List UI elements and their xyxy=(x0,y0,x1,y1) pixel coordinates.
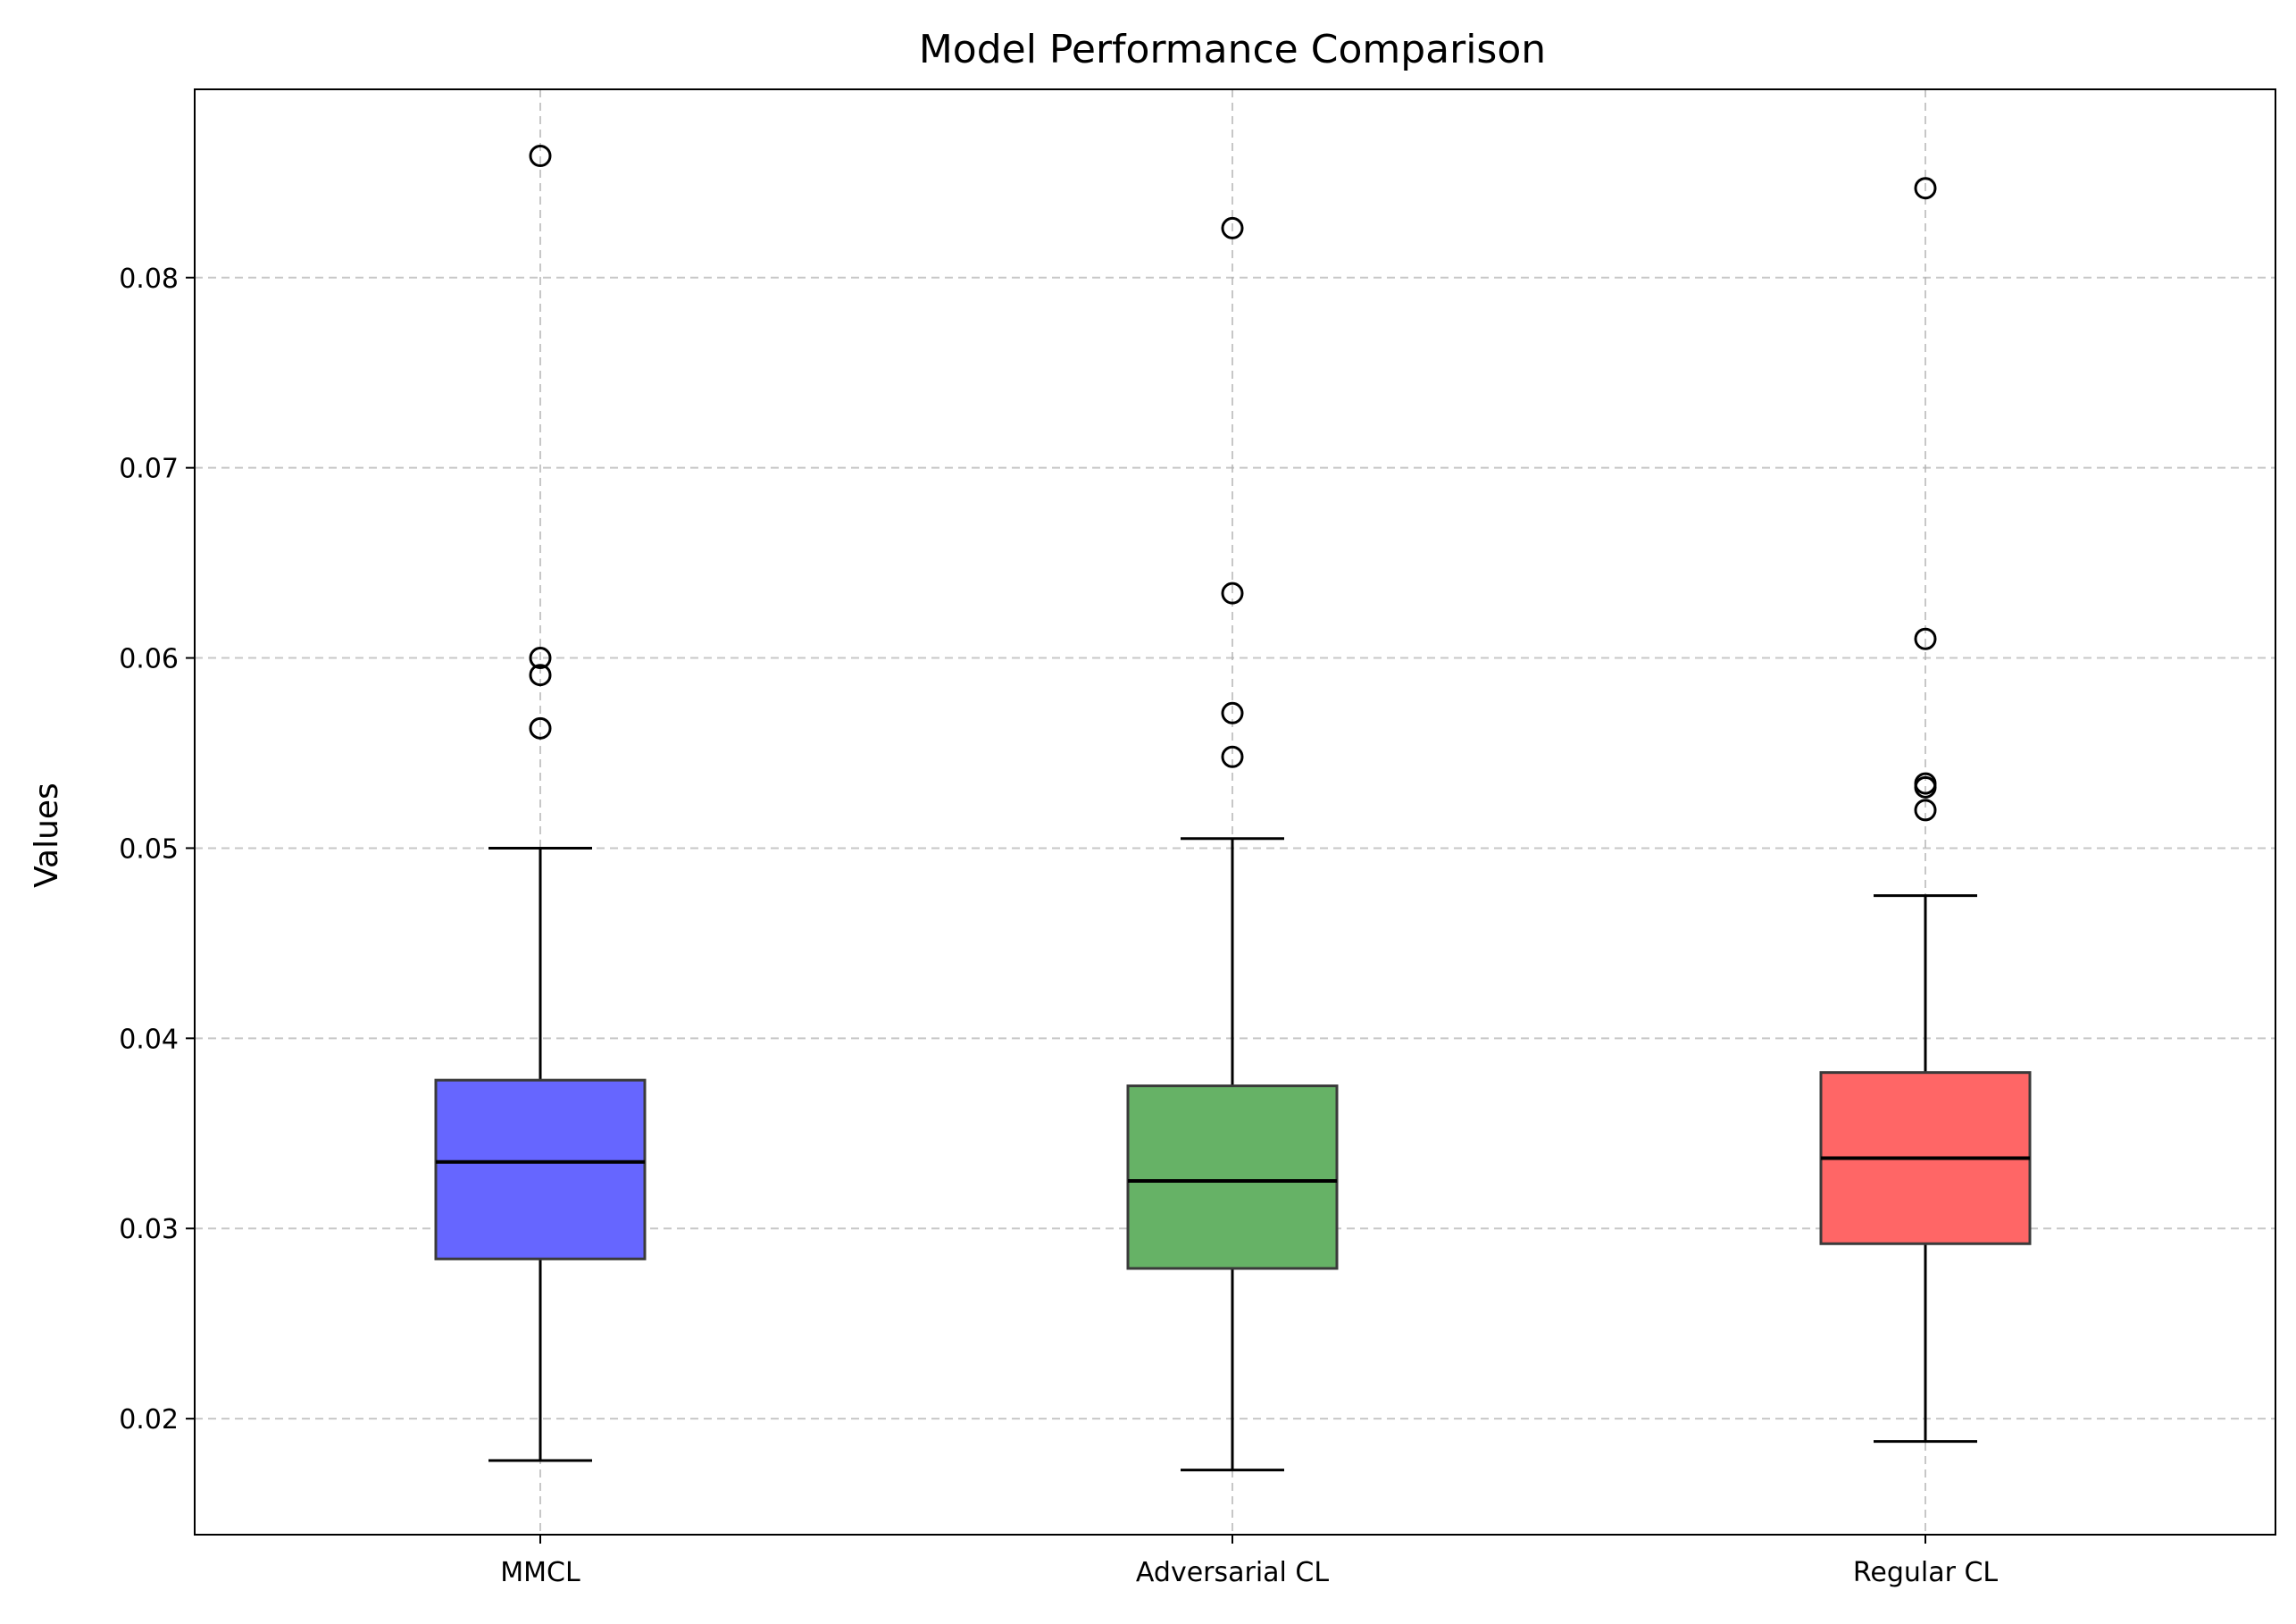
outlier-point xyxy=(1914,177,1937,200)
chart-title: Model Performance Comparison xyxy=(919,27,1546,72)
outlier-point xyxy=(529,145,552,168)
y-tick-label: 0.05 xyxy=(119,833,179,865)
outlier-point xyxy=(1221,701,1244,724)
boxes-layer xyxy=(434,145,2032,1472)
outlier-point xyxy=(1914,627,1937,650)
outlier-point xyxy=(1221,745,1244,768)
axes-layer: 0.02 0.03 0.04 0.05 0.06 0.07 0.08 MMCL Adversar… xyxy=(119,264,1998,1588)
iqr-box xyxy=(434,1078,647,1260)
y-axis-label: Values xyxy=(29,783,65,888)
outlier-point xyxy=(529,647,552,670)
x-tick-label: MMCL xyxy=(500,1557,580,1588)
outlier-point xyxy=(1914,772,1937,795)
outlier-point xyxy=(1914,799,1937,822)
y-tick-label: 0.02 xyxy=(119,1404,179,1436)
outlier-point xyxy=(529,716,552,740)
outlier-point xyxy=(1221,582,1244,605)
box-mmcl xyxy=(434,145,647,1462)
x-tick-label: Adversarial CL xyxy=(1136,1557,1329,1588)
y-tick-label: 0.03 xyxy=(119,1214,179,1245)
outlier-point xyxy=(529,664,552,687)
y-tick-label: 0.04 xyxy=(119,1024,179,1055)
plot-area-frame xyxy=(194,88,2276,1536)
outlier-point xyxy=(1221,216,1244,239)
x-tick-label: Regular CL xyxy=(1853,1557,1999,1588)
y-tick-label: 0.07 xyxy=(119,454,179,485)
box-regular-cl xyxy=(1819,177,2032,1444)
y-tick-label: 0.06 xyxy=(119,644,179,675)
iqr-box xyxy=(1126,1084,1339,1270)
box-adversarial-cl xyxy=(1126,216,1339,1472)
y-tick-label: 0.08 xyxy=(119,264,179,295)
